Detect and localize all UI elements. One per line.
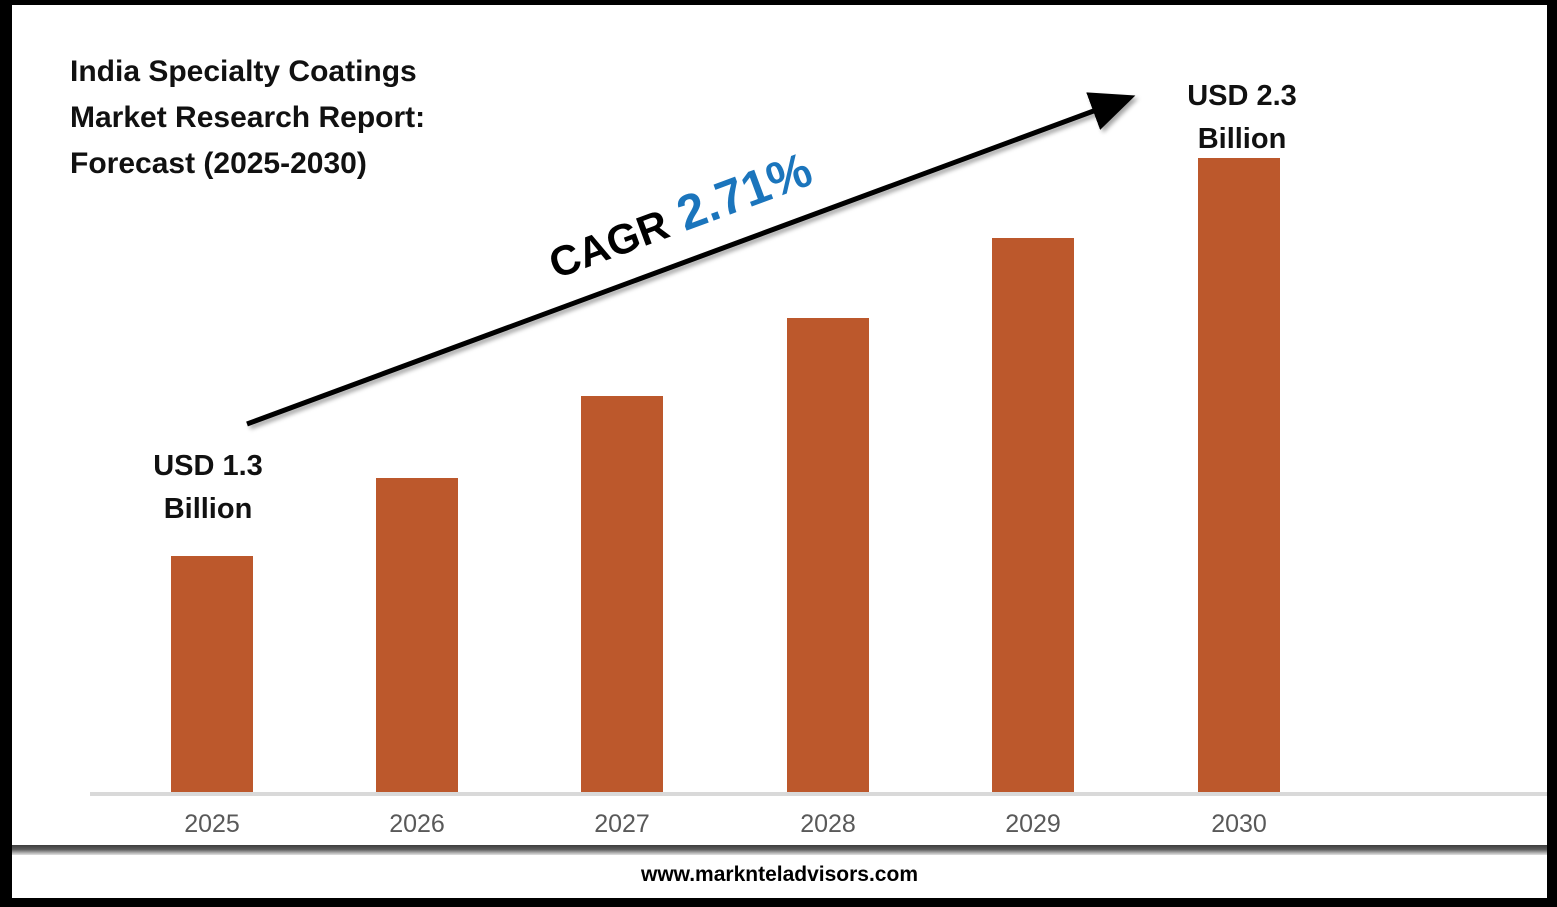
bar-2027 (581, 396, 663, 792)
bar-value-label-2025: USD 1.3 Billion (102, 445, 314, 531)
bar-value-label-2025-line-1: USD 1.3 (153, 450, 263, 482)
bar-2029 (992, 238, 1074, 792)
x-tick-2030: 2030 (1211, 810, 1267, 838)
bar-value-label-2030-line-2: Billion (1197, 123, 1287, 155)
bar-value-label-2025-line-2: Billion (163, 493, 253, 525)
x-tick-2025: 2025 (184, 810, 240, 838)
x-axis-tick-labels: 2025 2026 2027 2028 2029 2030 (12, 810, 1547, 844)
x-tick-2027: 2027 (594, 810, 650, 838)
bar-value-label-2030-line-1: USD 2.3 (1187, 80, 1297, 112)
bar-2025 (171, 556, 253, 792)
x-tick-2028: 2028 (800, 810, 856, 838)
x-tick-2029: 2029 (1005, 810, 1061, 838)
bar-2028 (787, 318, 869, 792)
website-url: www.marknteladvisors.com (641, 863, 918, 886)
chart-title-line-1: India Specialty Coatings (70, 55, 417, 88)
bar-value-label-2030: USD 2.3 Billion (1136, 75, 1348, 161)
bar-2026 (376, 478, 458, 792)
bar-2030 (1198, 158, 1280, 792)
x-tick-2026: 2026 (389, 810, 445, 838)
x-axis-line (90, 792, 1547, 796)
footer-divider-line (12, 845, 1547, 855)
bar-chart-plot-area (12, 5, 1547, 792)
